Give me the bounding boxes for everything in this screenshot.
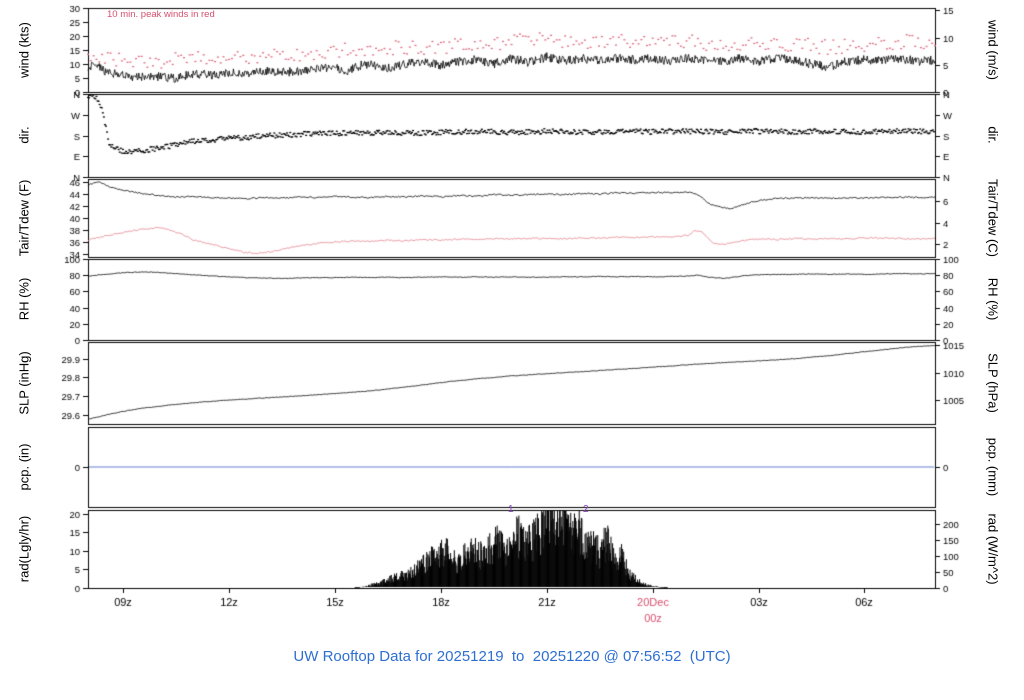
y-axis-label-rh-right: RH (%) <box>985 277 1001 321</box>
y-axis-label-tair-f: Tair/Tdew (F) <box>16 179 32 257</box>
y-axis-label-dir-right: dir. <box>985 126 1001 144</box>
meteogram-canvas <box>0 0 1024 640</box>
y-axis-label-slp-inhg: SLP (inHg) <box>16 351 32 415</box>
rad-marker-1: 1 <box>508 504 514 515</box>
y-axis-label-rad-ly: rad(Lgly/hr) <box>16 515 32 583</box>
rad-marker-2: 2 <box>583 504 589 515</box>
y-axis-label-dir-left: dir. <box>16 126 32 144</box>
y-axis-label-rh-left: RH (%) <box>16 277 32 321</box>
peak-wind-annotation: 10 min. peak winds in red <box>107 9 215 20</box>
y-axis-label-tair-c: Tair/Tdew (C) <box>985 178 1001 258</box>
y-axis-label-pcp-in: pcp. (in) <box>16 443 32 491</box>
y-axis-label-wind-kts: wind (kts) <box>16 22 32 78</box>
y-axis-label-pcp-mm: pcp. (mm) <box>985 437 1001 497</box>
y-axis-label-wind-ms: wind (m/s) <box>985 20 1001 80</box>
y-axis-label-slp-hpa: SLP (hPa) <box>985 353 1001 413</box>
y-axis-label-rad-wm2: rad (W/m^2) <box>985 513 1001 585</box>
chart-title: UW Rooftop Data for 20251219 to 20251220… <box>293 648 731 665</box>
